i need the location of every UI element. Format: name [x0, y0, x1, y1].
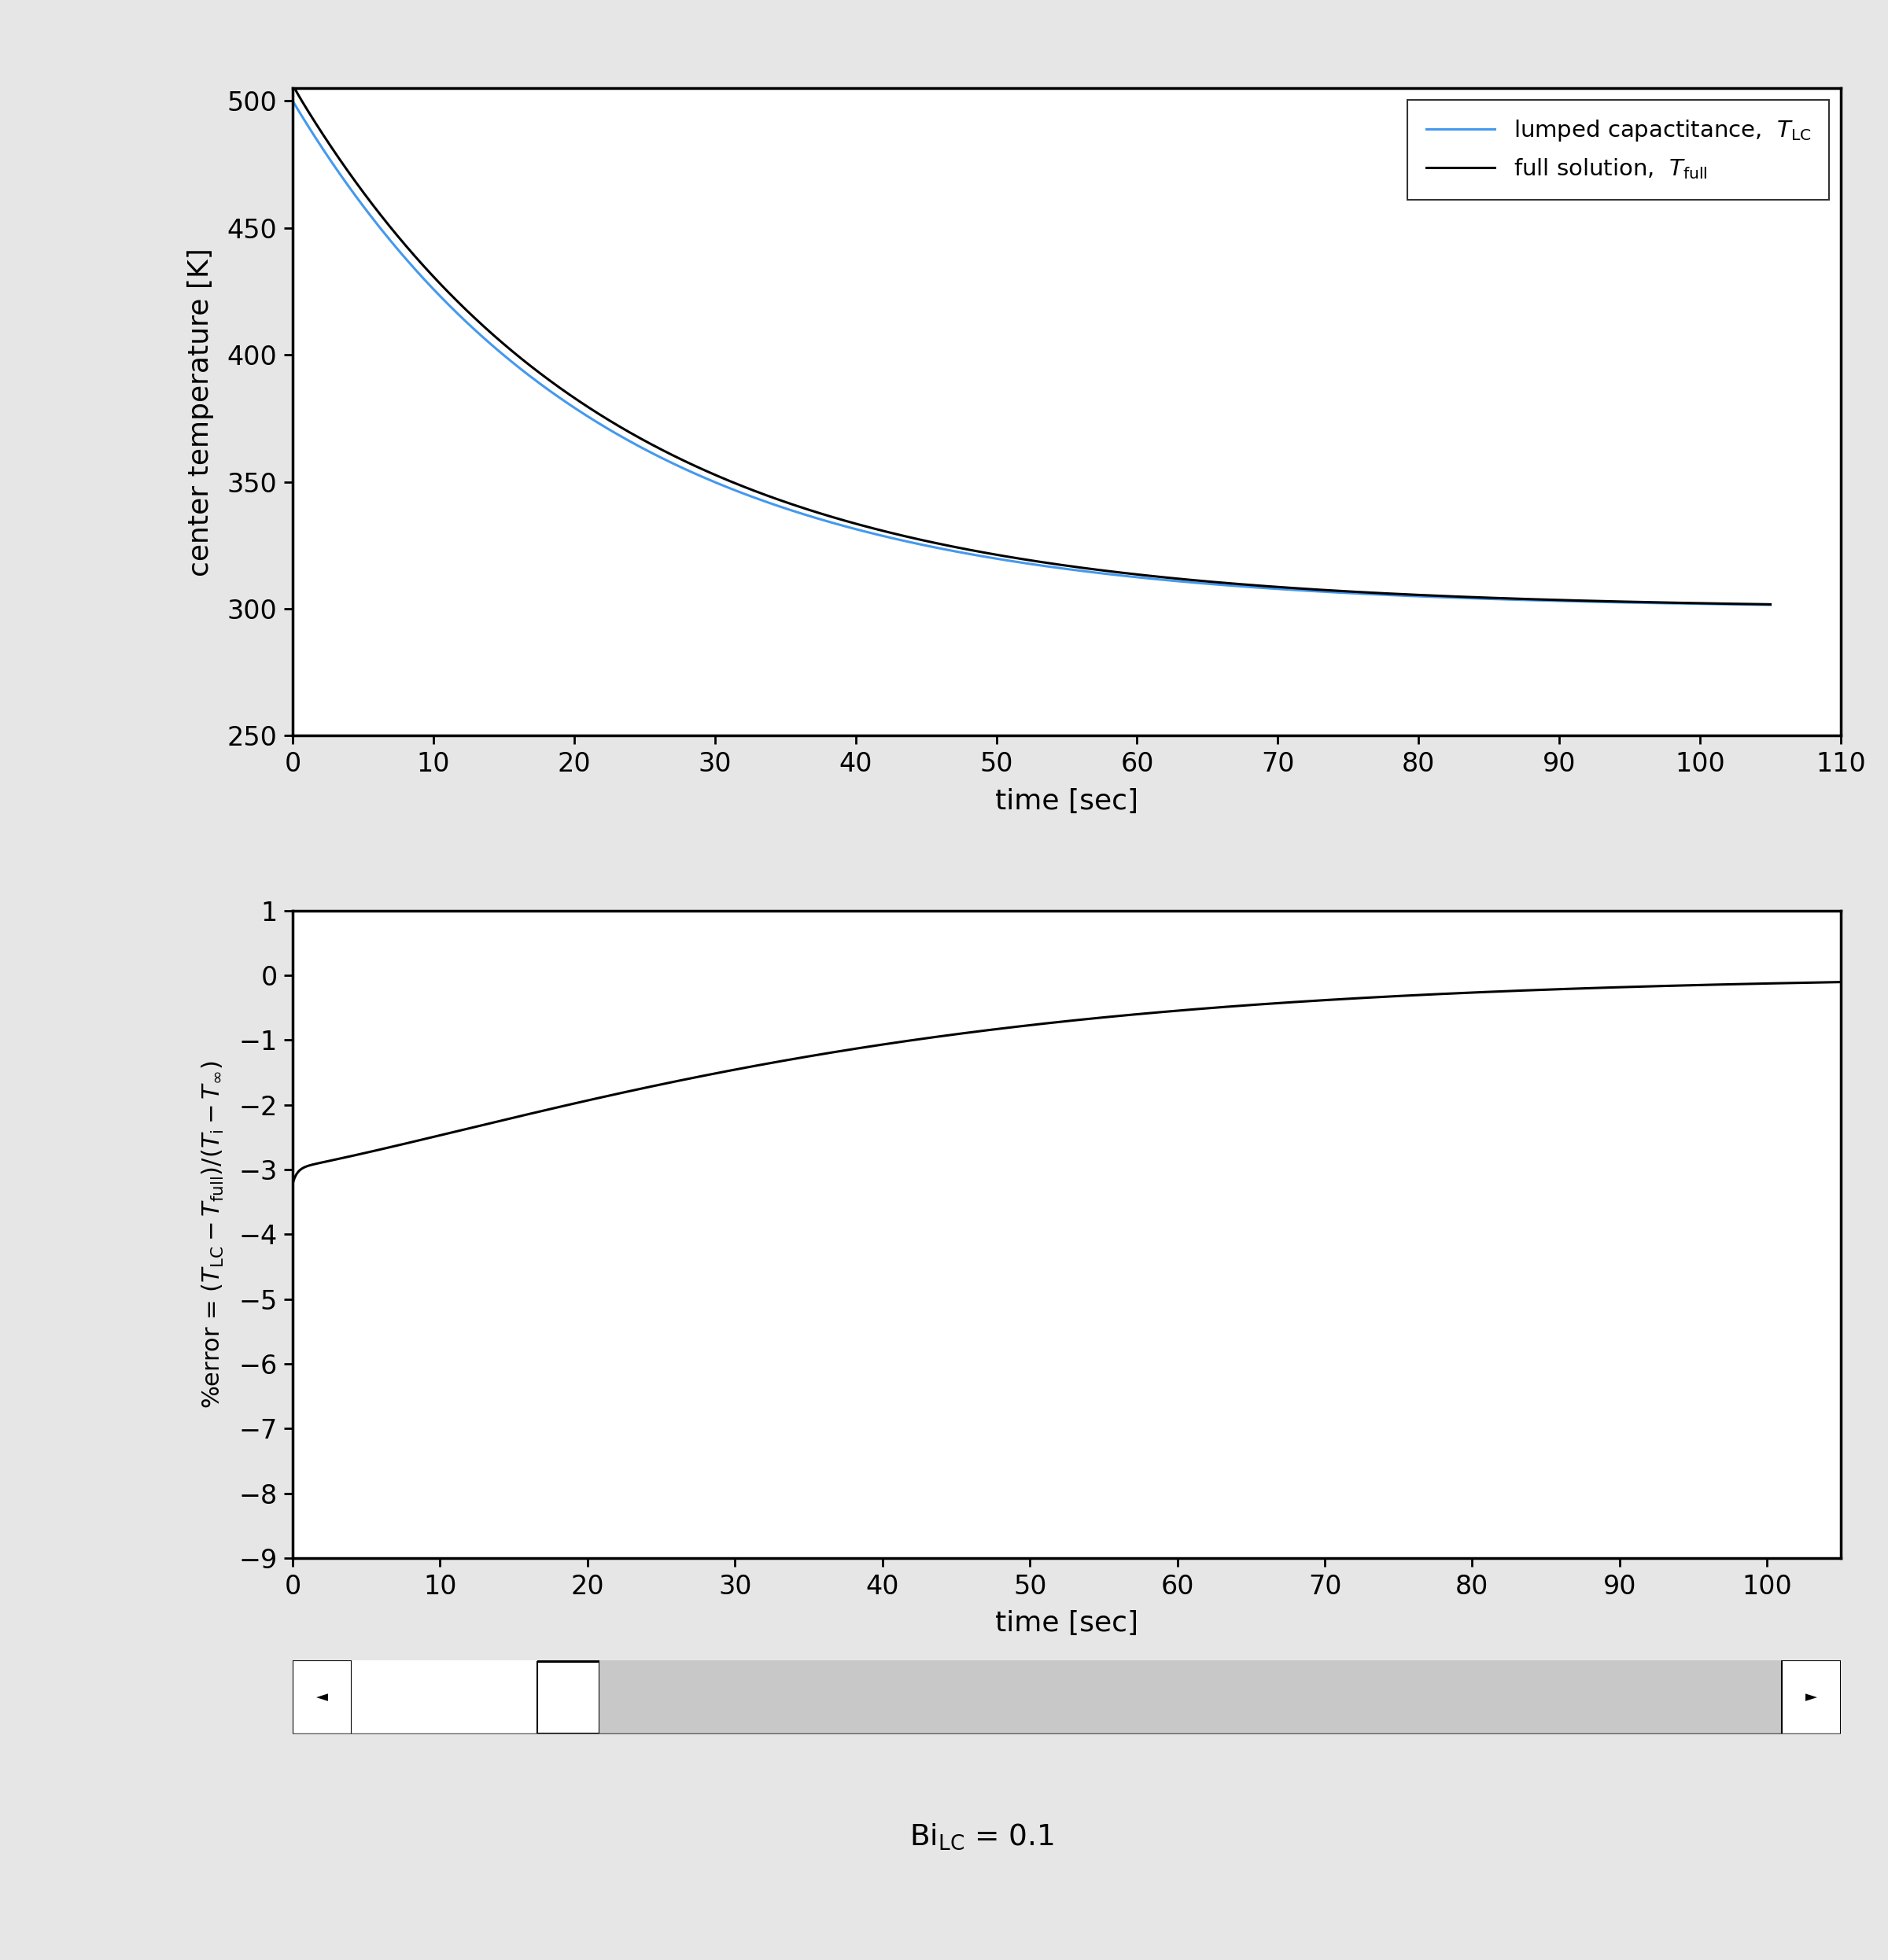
lumped capactitance,  $\mathit{T}_\mathrm{LC}$ — [846, 517, 868, 541]
full solution,  $\mathit{T}_\mathrm{full}$ — [846, 512, 868, 535]
full solution,  $\mathit{T}_\mathrm{full}$ — [1242, 574, 1265, 598]
lumped capactitance,  $\mathit{T}_\mathrm{LC}$ — [1167, 570, 1189, 594]
FancyBboxPatch shape — [598, 1660, 1782, 1735]
Line: full solution,  $\mathit{T}_\mathrm{full}$: full solution, $\mathit{T}_\mathrm{full}… — [293, 84, 1771, 604]
Text: ►: ► — [1805, 1690, 1818, 1705]
FancyBboxPatch shape — [1782, 1660, 1841, 1735]
full solution,  $\mathit{T}_\mathrm{full}$ — [1384, 582, 1407, 606]
FancyBboxPatch shape — [293, 1660, 1841, 1735]
FancyBboxPatch shape — [351, 1660, 538, 1735]
full solution,  $\mathit{T}_\mathrm{full}$ — [281, 73, 304, 96]
Y-axis label: center temperature [K]: center temperature [K] — [187, 247, 213, 576]
X-axis label: time [sec]: time [sec] — [995, 788, 1138, 815]
FancyBboxPatch shape — [538, 1662, 598, 1733]
Legend: lumped capactitance,  $\mathit{T}_\mathrm{LC}$, full solution,  $\mathit{T}_\mat: lumped capactitance, $\mathit{T}_\mathrm… — [1408, 100, 1829, 200]
full solution,  $\mathit{T}_\mathrm{full}$ — [549, 376, 572, 400]
lumped capactitance,  $\mathit{T}_\mathrm{LC}$ — [1242, 576, 1265, 600]
lumped capactitance,  $\mathit{T}_\mathrm{LC}$ — [281, 88, 304, 112]
Text: ◄: ◄ — [315, 1690, 329, 1705]
X-axis label: time [sec]: time [sec] — [995, 1611, 1138, 1637]
lumped capactitance,  $\mathit{T}_\mathrm{LC}$ — [1497, 588, 1520, 612]
full solution,  $\mathit{T}_\mathrm{full}$ — [1497, 586, 1520, 610]
Y-axis label: %error = $(\mathit{T}_\mathrm{LC} - \mathit{T}_\mathrm{full})/(\mathit{T}_\mathr: %error = $(\mathit{T}_\mathrm{LC} - \mat… — [200, 1060, 225, 1409]
Text: Bi$_\mathrm{LC}$ = 0.1: Bi$_\mathrm{LC}$ = 0.1 — [910, 1821, 1054, 1852]
lumped capactitance,  $\mathit{T}_\mathrm{LC}$ — [549, 386, 572, 410]
lumped capactitance,  $\mathit{T}_\mathrm{LC}$ — [1384, 584, 1407, 608]
Line: lumped capactitance,  $\mathit{T}_\mathrm{LC}$: lumped capactitance, $\mathit{T}_\mathrm… — [293, 100, 1771, 606]
full solution,  $\mathit{T}_\mathrm{full}$ — [1167, 566, 1189, 590]
FancyBboxPatch shape — [293, 1660, 351, 1735]
full solution,  $\mathit{T}_\mathrm{full}$ — [1760, 592, 1782, 615]
lumped capactitance,  $\mathit{T}_\mathrm{LC}$ — [1760, 594, 1782, 617]
